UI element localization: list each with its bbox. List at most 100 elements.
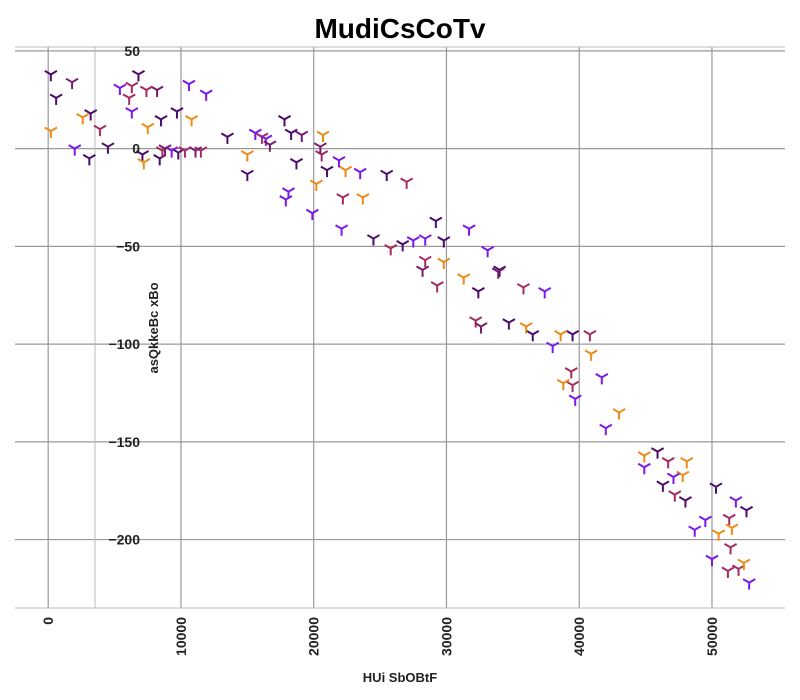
- y-tick-label: −200: [108, 532, 140, 548]
- data-point: [538, 286, 552, 299]
- data-point: [93, 124, 107, 137]
- data-point: [366, 234, 381, 246]
- data-point: [384, 243, 398, 256]
- data-point: [418, 255, 432, 268]
- data-point: [650, 447, 665, 459]
- data-point: [584, 349, 598, 361]
- data-point: [125, 81, 139, 94]
- x-axis-label: HUi SbOBtF: [363, 670, 437, 685]
- data-point: [429, 216, 443, 228]
- data-points: [44, 69, 756, 590]
- data-point: [295, 130, 309, 142]
- x-tick-label: 0: [40, 617, 56, 625]
- data-point: [65, 77, 79, 90]
- data-point: [44, 69, 58, 82]
- data-point: [678, 496, 692, 508]
- data-point: [688, 525, 702, 537]
- data-point: [418, 234, 432, 246]
- x-tick-label: 30000: [438, 617, 454, 656]
- data-point: [353, 167, 367, 180]
- data-point: [556, 378, 570, 391]
- x-tick-label: 40000: [571, 617, 587, 656]
- data-point: [680, 457, 694, 469]
- data-point: [731, 564, 746, 576]
- data-point: [481, 245, 495, 258]
- data-point: [313, 142, 327, 154]
- data-point: [170, 107, 184, 119]
- data-point: [185, 114, 199, 127]
- data-point: [154, 114, 168, 127]
- data-point: [583, 329, 597, 342]
- data-point: [437, 257, 451, 270]
- data-point: [554, 329, 568, 342]
- data-point: [656, 480, 670, 492]
- data-point: [739, 505, 754, 518]
- data-point: [380, 169, 394, 182]
- tick-labels: 0 10000 20000 30000 40000 50000 50 0 −50 −100 −150…: [40, 43, 720, 656]
- data-point: [248, 128, 262, 141]
- data-point: [137, 157, 151, 170]
- data-point: [566, 329, 580, 342]
- data-point: [666, 472, 681, 485]
- data-point: [135, 150, 150, 162]
- data-point: [122, 93, 136, 105]
- y-tick-label: 50: [124, 43, 140, 59]
- data-point: [637, 451, 651, 463]
- data-point: [612, 408, 626, 420]
- data-point: [320, 165, 334, 178]
- data-point: [742, 578, 756, 590]
- data-point: [305, 208, 319, 221]
- data-point: [516, 283, 531, 295]
- x-tick-label: 10000: [173, 617, 189, 656]
- data-point: [332, 156, 346, 168]
- data-point: [599, 423, 613, 436]
- y-tick-label: −50: [116, 238, 140, 254]
- data-point: [150, 85, 164, 98]
- data-point: [724, 543, 738, 555]
- data-point: [101, 142, 115, 154]
- data-point: [68, 144, 82, 156]
- data-point: [709, 482, 723, 494]
- data-point: [712, 529, 726, 541]
- data-point: [668, 490, 682, 502]
- data-point: [309, 179, 323, 191]
- data-point: [430, 281, 444, 293]
- data-point: [406, 236, 420, 248]
- y-tick-label: −150: [108, 434, 140, 450]
- data-point: [566, 380, 580, 393]
- data-point: [722, 513, 736, 526]
- data-point: [595, 372, 609, 385]
- data-point: [637, 462, 651, 475]
- data-point: [335, 224, 349, 236]
- data-point: [676, 470, 690, 483]
- data-point: [199, 89, 213, 101]
- y-tick-label: 0: [132, 141, 140, 157]
- data-point: [139, 85, 153, 98]
- data-point: [279, 195, 293, 207]
- data-point: [705, 554, 719, 567]
- data-point: [44, 126, 58, 139]
- data-point: [725, 523, 739, 535]
- data-point: [158, 144, 172, 156]
- data-point: [356, 193, 370, 205]
- data-point: [416, 265, 430, 277]
- data-point: [125, 107, 139, 119]
- data-point: [462, 224, 476, 236]
- data-point: [113, 83, 127, 96]
- data-point: [76, 113, 90, 125]
- data-point: [400, 177, 414, 189]
- data-point: [84, 109, 98, 121]
- x-tick-label: 20000: [306, 617, 322, 656]
- data-point: [564, 367, 578, 379]
- data-point: [698, 515, 712, 528]
- chart-title: MudiCsCoTv: [314, 13, 486, 44]
- data-point: [336, 193, 350, 205]
- data-point: [284, 128, 298, 141]
- data-point: [729, 496, 743, 508]
- data-point: [277, 114, 292, 127]
- x-tick-label: 50000: [704, 617, 720, 656]
- data-point: [171, 148, 185, 160]
- data-point: [526, 329, 540, 342]
- data-point: [471, 286, 485, 299]
